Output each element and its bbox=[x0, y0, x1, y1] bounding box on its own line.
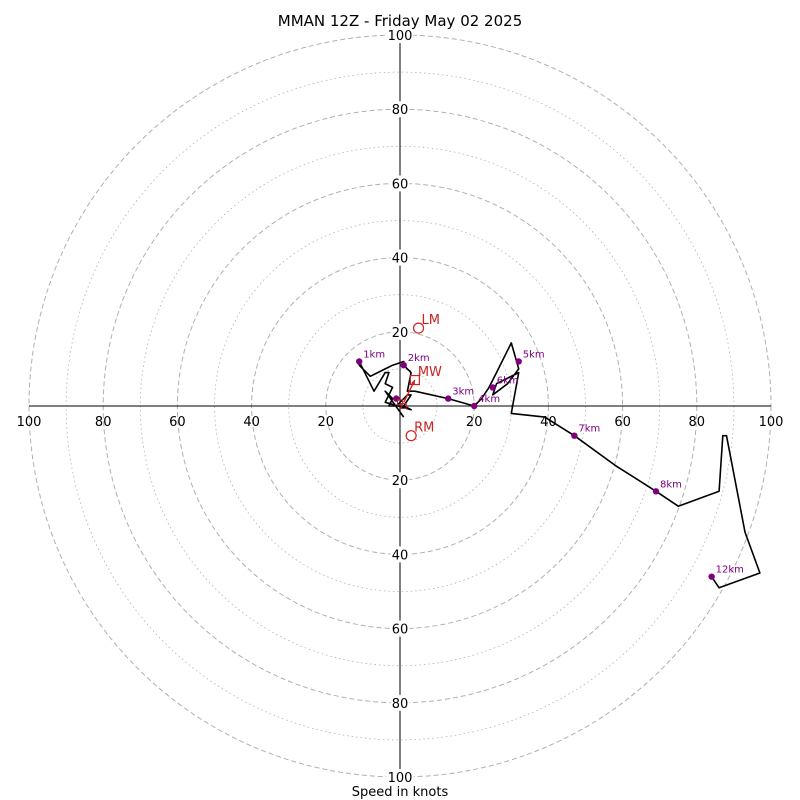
height-point-5km bbox=[515, 358, 522, 365]
storm-marker-rm bbox=[405, 430, 417, 442]
tick-east-20: 20 bbox=[466, 415, 483, 430]
height-point-3km-label: 3km bbox=[452, 387, 474, 398]
tick-north-40: 40 bbox=[392, 252, 409, 267]
tick-west-100: 100 bbox=[17, 415, 42, 430]
hodograph-trace-line bbox=[358, 342, 761, 589]
small-marker-1 bbox=[400, 403, 407, 409]
tick-north-100: 100 bbox=[388, 29, 413, 44]
storm-marker-mw bbox=[409, 374, 420, 386]
tick-south-80-bg bbox=[390, 694, 410, 711]
tick-north-80-bg bbox=[390, 101, 410, 118]
tick-west-20: 20 bbox=[318, 415, 335, 430]
tick-west-40: 40 bbox=[243, 415, 260, 430]
height-point-4km bbox=[471, 402, 478, 410]
tick-north-40-bg bbox=[390, 249, 410, 266]
tick-west-80: 80 bbox=[95, 415, 112, 430]
tick-south-100: 100 bbox=[388, 771, 413, 786]
tick-east-60: 60 bbox=[614, 415, 631, 430]
height-points: 1km 2km 3km 4km 5km 6km 7km 8km 12km bbox=[355, 349, 744, 580]
tick-north-80: 80 bbox=[392, 103, 409, 118]
tick-north-60: 60 bbox=[392, 177, 409, 192]
tick-east-100: 100 bbox=[759, 415, 784, 430]
tick-south-20: 20 bbox=[392, 474, 409, 489]
tick-east-40: 40 bbox=[540, 415, 557, 430]
height-point-9 bbox=[393, 395, 400, 402]
tick-west-60: 60 bbox=[169, 415, 186, 430]
tick-north-20-bg bbox=[390, 323, 410, 340]
tick-south-60: 60 bbox=[392, 623, 409, 638]
height-point-7km-label: 7km bbox=[578, 424, 600, 435]
x-axis-label: Speed in knots bbox=[352, 785, 449, 800]
storm-marker-lm bbox=[412, 322, 425, 334]
ring-tick-labels: 20 20 20 20 40 40 40 40 60 60 60 60 80 80 80 80 100 100 10… bbox=[17, 27, 784, 786]
height-point-12km-label: 12km bbox=[716, 565, 744, 576]
storm-marker-lm-label: LM bbox=[422, 313, 440, 328]
storm-motion-markers: LM MW RM bbox=[397, 313, 442, 442]
tick-south-40-bg bbox=[390, 546, 410, 563]
height-point-8km bbox=[652, 488, 660, 495]
height-point-1km-label: 1km bbox=[363, 349, 385, 360]
height-point-6km bbox=[489, 384, 496, 391]
shear-arrow-head bbox=[410, 380, 415, 385]
tick-north-100-bg bbox=[386, 27, 414, 43]
chart-title: MMAN 12Z - Friday May 02 2025 bbox=[278, 12, 522, 30]
small-marker-0 bbox=[397, 399, 403, 406]
height-point-8km-label: 8km bbox=[660, 479, 682, 490]
height-point-3km bbox=[445, 395, 452, 402]
storm-marker-rm-label: RM bbox=[414, 421, 434, 436]
tick-north-20: 20 bbox=[392, 326, 409, 341]
height-point-2km-label: 2km bbox=[408, 353, 430, 364]
tick-south-100-bg bbox=[386, 769, 414, 785]
tick-south-20-bg bbox=[390, 472, 410, 489]
tick-south-60-bg bbox=[390, 620, 410, 637]
wind-trace bbox=[358, 342, 761, 589]
height-point-2km bbox=[400, 361, 407, 369]
height-point-6km-label: 6km bbox=[497, 375, 519, 386]
height-point-12km bbox=[708, 573, 715, 580]
height-point-5km-label: 5km bbox=[523, 349, 545, 360]
height-point-7km bbox=[571, 432, 578, 439]
tick-south-80: 80 bbox=[392, 697, 409, 712]
tick-east-80: 80 bbox=[689, 415, 706, 430]
height-point-1km bbox=[355, 358, 363, 365]
storm-marker-mw-label: MW bbox=[418, 365, 442, 380]
tick-north-60-bg bbox=[390, 175, 410, 192]
tick-south-40: 40 bbox=[392, 548, 409, 563]
height-point-4km-label: 4km bbox=[478, 394, 500, 405]
